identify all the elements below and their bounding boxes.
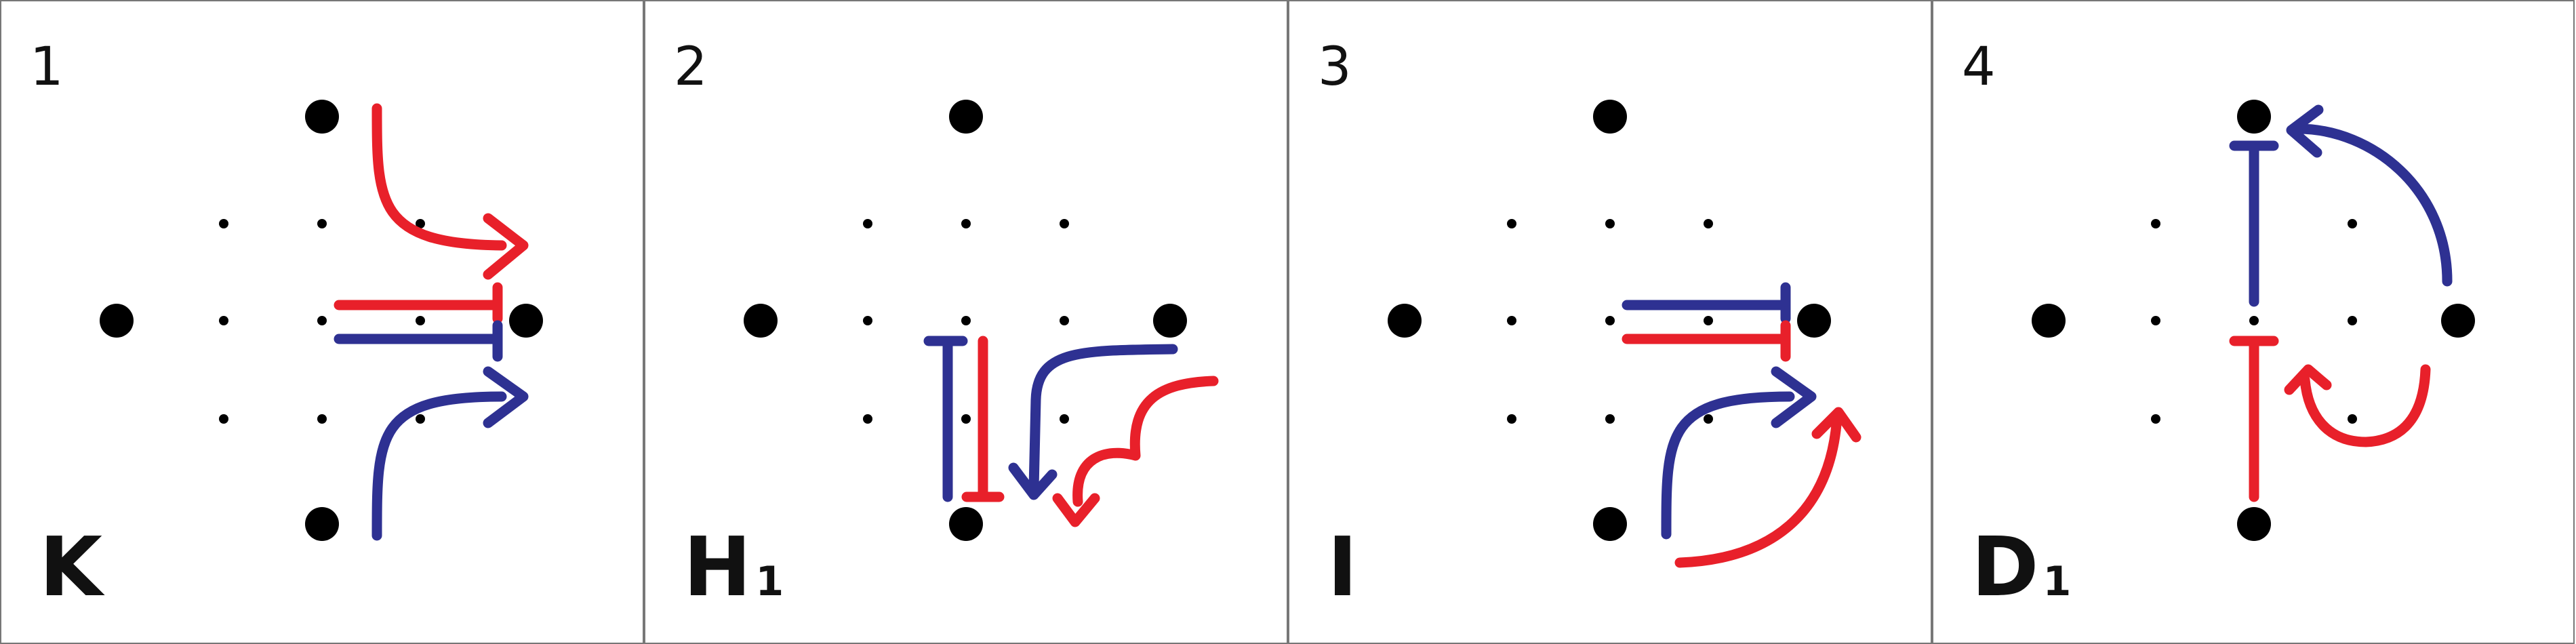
panel-1-name: K	[39, 521, 105, 615]
svg-text:K: K	[39, 521, 105, 615]
panel-4-subscript: 1	[2043, 558, 2072, 605]
panel-4-number: 4	[1962, 37, 1996, 98]
panel-3-number: 3	[1318, 37, 1352, 98]
svg-text:I: I	[1327, 521, 1358, 615]
panel-2-name: H	[683, 521, 751, 615]
panel-1: 1 K	[1, 1, 643, 643]
panel-2-subscript: 1	[755, 558, 784, 605]
panel-3: 3 I	[1289, 1, 1931, 643]
panel-4-name: D	[1971, 521, 2039, 615]
panel-2-number: 2	[674, 37, 708, 98]
panel-1-number: 1	[30, 37, 64, 98]
panel-3-name: I	[1327, 521, 1358, 615]
